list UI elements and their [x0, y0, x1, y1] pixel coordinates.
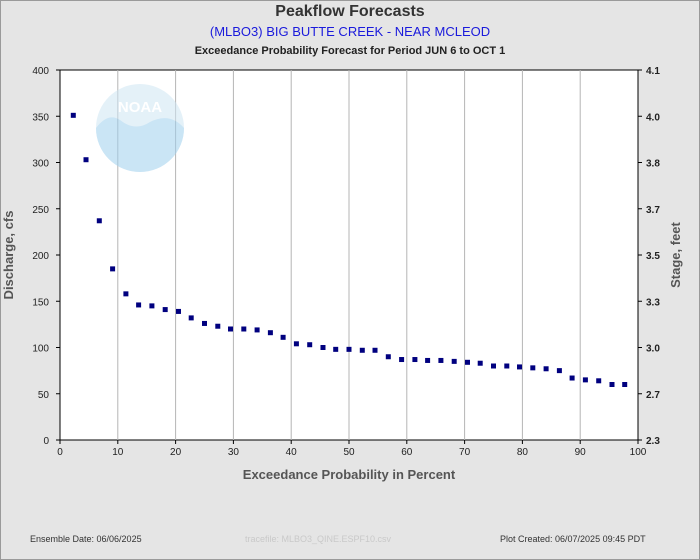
data-point [96, 218, 102, 224]
y-tick-label: 150 [32, 297, 49, 308]
data-point [149, 303, 155, 309]
data-point [596, 378, 602, 384]
x-tick-label: 50 [343, 447, 355, 458]
plot-created: Plot Created: 06/07/2025 09:45 PDT [500, 534, 646, 544]
data-point [110, 266, 116, 272]
y-tick-label: 400 [32, 66, 49, 77]
data-point [333, 346, 339, 352]
y-tick-label: 100 [32, 344, 49, 355]
y2-axis-title: Stage, feet [668, 221, 683, 287]
y2-tick-label: 3.8 [646, 159, 660, 170]
y-tick-label: 0 [43, 436, 49, 447]
y-axis-ticks: 0 50 100 150 200 250 300 350 400 [32, 66, 60, 447]
data-point [477, 360, 483, 366]
x-tick-label: 30 [228, 447, 240, 458]
data-point [346, 346, 352, 352]
data-point [491, 363, 496, 369]
y2-tick-label: 2.7 [646, 390, 660, 401]
x-tick-label: 60 [401, 447, 413, 458]
data-point [517, 364, 523, 370]
y2-tick-label: 3.5 [646, 251, 660, 262]
chart-subtitle: (MLBO3) BIG BUTTE CREEK - NEAR MCLEOD [209, 24, 491, 39]
y2-tick-label: 3.7 [646, 205, 660, 216]
data-point [359, 347, 365, 353]
y2-tick-label: 3.0 [646, 344, 660, 355]
ensemble-date: Ensemble Date: 06/06/2025 [30, 534, 142, 544]
data-points [70, 112, 628, 387]
data-point [385, 354, 391, 360]
x-tick-label: 10 [112, 447, 124, 458]
y2-tick-label: 4.1 [646, 66, 660, 77]
data-point [451, 358, 457, 364]
data-point [504, 363, 510, 369]
data-point [399, 357, 405, 363]
y-tick-label: 50 [38, 390, 50, 401]
chart-caption: Exceedance Probability Forecast for Peri… [194, 45, 506, 57]
data-point [267, 330, 273, 336]
x-tick-label: 90 [575, 447, 587, 458]
x-tick-label: 70 [459, 447, 471, 458]
data-point [438, 357, 444, 363]
y2-tick-label: 3.3 [646, 297, 660, 308]
data-point [136, 302, 142, 308]
data-point [254, 327, 260, 333]
data-point [228, 326, 234, 332]
y2-tick-label: 2.3 [646, 436, 660, 447]
data-point [556, 368, 562, 374]
y-axis-title: Discharge, cfs [1, 211, 16, 300]
tracefile: tracefile: MLBO3_QINE.ESPF10.csv [245, 534, 392, 544]
x-tick-label: 0 [57, 447, 63, 458]
data-point [425, 357, 431, 363]
noaa-logo-text: NOAA [118, 99, 162, 116]
data-point [215, 323, 221, 329]
x-axis-title: Exceedance Probability in Percent [243, 467, 456, 482]
x-tick-label: 40 [286, 447, 298, 458]
x-tick-label: 80 [517, 447, 529, 458]
y-tick-label: 350 [32, 112, 49, 123]
x-tick-label: 20 [170, 447, 182, 458]
data-point [412, 357, 418, 363]
chart-title: Peakflow Forecasts [275, 3, 425, 20]
y-tick-label: 250 [32, 205, 49, 216]
data-point [582, 377, 588, 383]
data-point [622, 382, 628, 387]
data-point [530, 365, 536, 371]
data-point [280, 334, 286, 340]
data-point [83, 157, 89, 163]
data-point [293, 341, 299, 347]
data-point [175, 308, 181, 314]
data-point [188, 315, 194, 321]
y-tick-label: 200 [32, 251, 49, 262]
data-point [307, 342, 313, 348]
data-point [543, 366, 549, 372]
data-point [70, 112, 76, 118]
data-point [202, 320, 207, 326]
y-tick-label: 300 [32, 159, 49, 170]
x-axis-ticks: 0 10 20 30 40 50 60 70 80 90 100 [57, 440, 647, 458]
data-point [320, 345, 326, 350]
data-point [241, 326, 247, 332]
data-point [123, 291, 129, 297]
x-tick-label: 100 [630, 447, 647, 458]
grid-lines [117, 70, 581, 440]
data-point [464, 359, 470, 365]
data-point [372, 347, 378, 353]
y2-tick-label: 4.0 [646, 112, 660, 123]
noaa-logo: NOAA [96, 84, 184, 172]
data-point [609, 382, 615, 387]
y2-axis-ticks: 2.3 2.7 3.0 3.3 3.5 3.7 3.8 4.0 4.1 [638, 66, 660, 447]
data-point [162, 307, 168, 313]
data-point [569, 375, 575, 381]
